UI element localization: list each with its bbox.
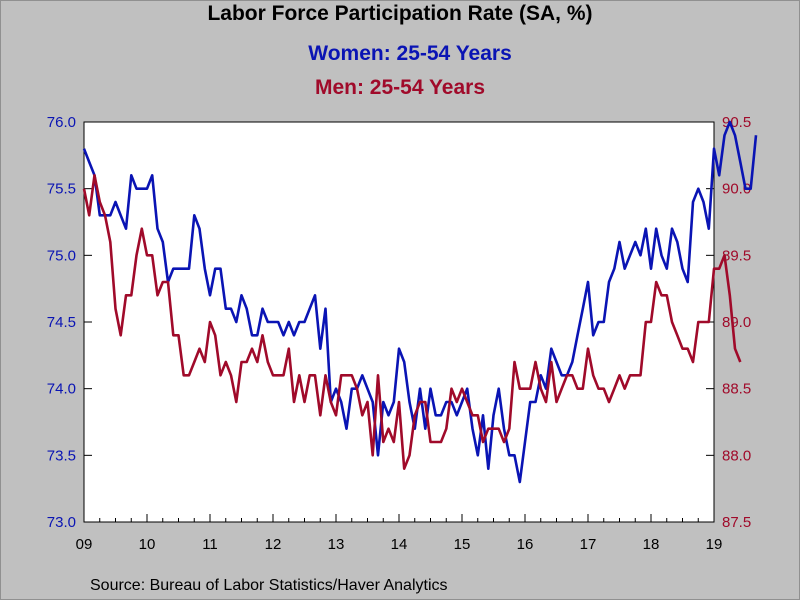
y-right-tick-label: 88.0 (722, 447, 751, 464)
y-right-tick-label: 87.5 (722, 514, 751, 531)
x-tick-label: 10 (139, 536, 156, 553)
series-line-women (82, 120, 758, 484)
series-line-men (82, 174, 742, 471)
x-tick-label: 11 (202, 536, 218, 553)
plot-area (83, 121, 715, 523)
x-tick-label: 17 (580, 536, 597, 553)
x-tick-label: 16 (517, 536, 534, 553)
y-axis-left: 73.0 73.5 74.0 74.5 75.0 75.5 76.0 (47, 114, 92, 531)
y-left-tick-label: 73.0 (47, 514, 76, 531)
x-tick-label: 12 (265, 536, 282, 553)
y-left-tick-label: 74.5 (47, 314, 76, 331)
y-left-tick-label: 75.5 (47, 181, 76, 198)
x-tick-label: 19 (706, 536, 723, 553)
x-tick-label: 09 (76, 536, 93, 553)
x-tick-label: 18 (643, 536, 660, 553)
y-left-tick-label: 73.5 (47, 447, 76, 464)
y-left-tick-label: 76.0 (47, 114, 76, 131)
y-left-tick-label: 74.0 (47, 381, 76, 398)
subtitle-men: Men: 25-54 Years (314, 76, 486, 99)
x-tick-label: 15 (454, 536, 471, 553)
chart-title: Labor Force Participation Rate (SA, %) (207, 2, 593, 25)
x-axis: 09 10 11 12 13 14 15 16 17 18 19 (76, 514, 723, 553)
y-right-tick-label: 88.5 (722, 381, 751, 398)
y-right-tick-label: 89.5 (722, 247, 751, 264)
y-axis-right: 87.588.088.589.089.590.090.5 (706, 114, 751, 531)
source-note: Source: Bureau of Labor Statistics/Haver… (90, 577, 448, 594)
y-left-tick-label: 75.0 (47, 247, 76, 264)
subtitle-women: Women: 25-54 Years (308, 42, 512, 65)
x-tick-label: 14 (391, 536, 408, 553)
x-tick-label: 13 (328, 536, 345, 553)
series-lines (82, 120, 758, 484)
y-right-tick-label: 89.0 (722, 314, 751, 331)
